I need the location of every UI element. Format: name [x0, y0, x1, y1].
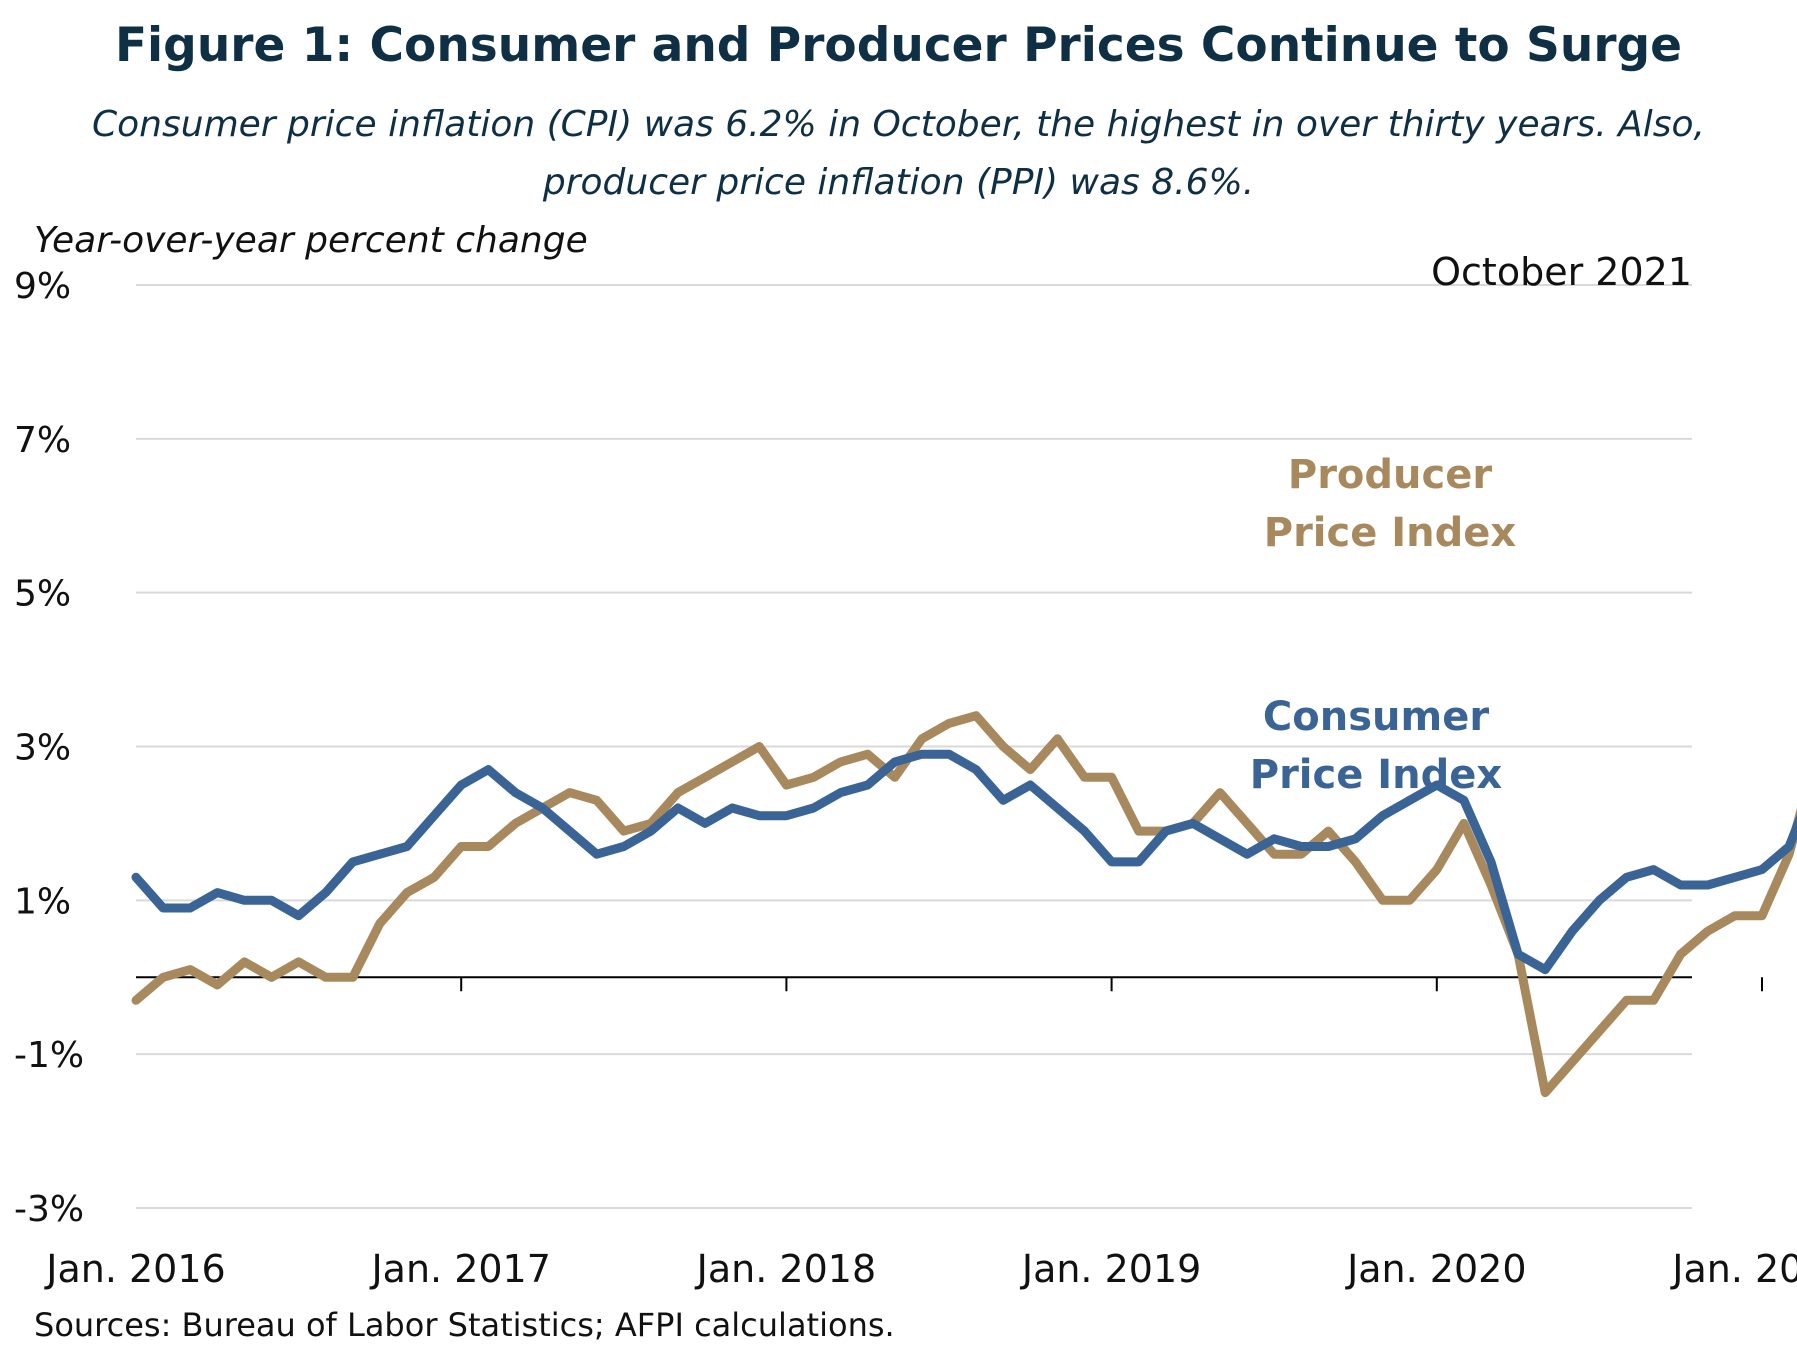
annotation-october-2021: October 2021 — [1431, 250, 1692, 294]
y-tick-label: 9% — [14, 266, 71, 307]
x-tick-label: Jan. 2016 — [44, 1247, 225, 1291]
y-axis-title: Year-over-year percent change — [34, 220, 588, 261]
ppi-line — [131, 711, 1797, 1098]
chart-subtitle: Consumer price inflation (CPI) was 6.2% … — [92, 104, 1705, 203]
y-tick-labels: -3% -1% 1% 3% 5% 7% 9% — [14, 266, 84, 1230]
y-tick-label: 5% — [14, 574, 71, 615]
y-tick-label: -3% — [14, 1189, 84, 1230]
chart-title: Figure 1: Consumer and Producer Prices C… — [114, 18, 1683, 73]
x-tick-label: Jan. 2017 — [369, 1247, 550, 1291]
cpi-series-label: Consumer Price Index — [1250, 694, 1503, 798]
series-labels: Producer Price Index Consumer Price Index — [1250, 452, 1517, 798]
x-tick-label: Jan. 2020 — [1345, 1247, 1526, 1291]
y-tick-label: 3% — [14, 728, 71, 769]
source-note: Sources: Bureau of Labor Statistics; AFP… — [34, 1306, 895, 1344]
series-label-line: Consumer — [1263, 694, 1489, 740]
cpi-line — [131, 749, 1797, 975]
x-tick-label: Jan. 2019 — [1020, 1247, 1201, 1291]
y-tick-label: 7% — [14, 420, 71, 461]
y-tick-label: -1% — [14, 1035, 84, 1076]
series-label-line: Price Index — [1250, 752, 1503, 798]
x-tick-label: Jan. 2018 — [695, 1247, 876, 1291]
series-label-line: Producer — [1288, 452, 1492, 498]
x-tick-label: Jan. 2021 — [1670, 1247, 1797, 1291]
ppi-series-label: Producer Price Index — [1264, 452, 1517, 556]
series-label-line: Price Index — [1264, 510, 1517, 556]
y-tick-label: 1% — [14, 881, 71, 922]
series-lines — [131, 711, 1797, 1098]
x-ticks: Jan. 2016 Jan. 2017 Jan. 2018 Jan. 2019 Jan.… — [44, 977, 1797, 1291]
